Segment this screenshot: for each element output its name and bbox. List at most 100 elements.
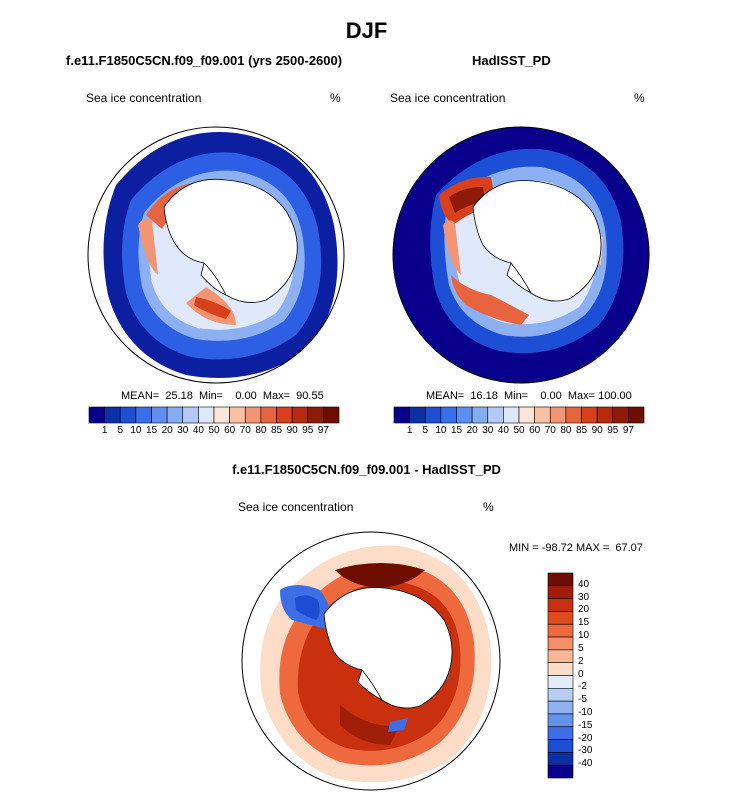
- diff-stats: MIN = -98.72 MAX = 67.07: [509, 542, 643, 554]
- colorbar-tick-label: 2: [578, 655, 584, 667]
- colorbar-swatch: [547, 713, 574, 728]
- obs-panel-title: HadISST_PD: [472, 53, 551, 68]
- colorbar-swatch: [456, 406, 473, 424]
- colorbar-tick-label: 60: [224, 425, 236, 436]
- model-variable-label: Sea ice concentration: [86, 91, 202, 105]
- colorbar-tick-label: 70: [544, 425, 556, 436]
- colorbar-swatch: [596, 406, 614, 424]
- model-sea-ice-field: [103, 132, 338, 378]
- colorbar-swatch: [503, 406, 520, 424]
- colorbar-swatch: [547, 700, 574, 715]
- colorbar-tick-label: 85: [270, 425, 283, 436]
- model-stats: MEAN= 25.18 Min= 0.00 Max= 90.55: [121, 390, 324, 402]
- diff-panel-title: f.e11.F1850C5CN.f09_f09.001 - HadISST_PD: [232, 462, 501, 477]
- colorbar-swatch: [547, 585, 574, 599]
- diff-units-label: %: [483, 500, 494, 514]
- colorbar-swatch: [166, 406, 184, 424]
- colorbar-swatch: [104, 406, 121, 424]
- colorbar-swatch: [547, 611, 574, 625]
- colorbar-tick-label: -40: [578, 758, 593, 770]
- colorbar-swatch: [547, 675, 574, 689]
- model-map: [87, 126, 345, 384]
- colorbar-tick-label: 15: [145, 425, 158, 436]
- colorbar-swatch: [547, 726, 574, 740]
- colorbar-tick-label: 20: [161, 425, 173, 436]
- colorbar-swatch: [393, 406, 410, 424]
- obs-variable-label: Sea ice concentration: [390, 91, 506, 105]
- colorbar-tick-label: 90: [591, 425, 603, 436]
- colorbar-tick-label: 15: [578, 617, 590, 629]
- colorbar-tick-label: 20: [466, 425, 478, 436]
- colorbar-swatch: [518, 406, 535, 424]
- colorbar-tick-label: 80: [255, 425, 267, 436]
- colorbar-swatch: [547, 572, 574, 587]
- colorbar-tick-label: 40: [192, 425, 204, 436]
- colorbar-tick-label: 5: [578, 642, 584, 654]
- colorbar-swatch: [151, 406, 168, 424]
- colorbar-tick-label: -30: [578, 745, 593, 757]
- colorbar-tick-label: -20: [578, 732, 593, 744]
- obs-sea-ice-field: [430, 148, 624, 354]
- colorbar-swatch: [244, 406, 262, 424]
- model-units-label: %: [330, 91, 341, 105]
- colorbar-tick-label: 1: [406, 425, 413, 436]
- colorbar-tick-label: 30: [578, 591, 590, 603]
- diff-map: [241, 531, 501, 791]
- colorbar-tick-label: 10: [435, 425, 447, 436]
- model-panel-title: f.e11.F1850C5CN.f09_f09.001 (yrs 2500-26…: [66, 53, 343, 68]
- colorbar-tick-label: 10: [130, 425, 142, 436]
- colorbar-swatch: [565, 406, 582, 424]
- obs-colorbar-labels: 1 5 10 15 20 30 40 50 60 70 80 85 90 95 97: [394, 425, 644, 439]
- colorbar-swatch: [424, 406, 442, 424]
- colorbar-swatch: [549, 406, 567, 424]
- colorbar-swatch: [547, 623, 574, 638]
- colorbar-tick-label: 5: [117, 425, 124, 436]
- colorbar-tick-label: 1: [101, 425, 108, 436]
- diff-colorbar: [547, 572, 574, 779]
- colorbar-swatch: [409, 406, 426, 424]
- colorbar-swatch: [612, 406, 629, 424]
- colorbar-tick-label: 97: [317, 425, 329, 436]
- colorbar-tick-label: 10: [578, 630, 590, 642]
- colorbar-tick-label: 15: [450, 425, 463, 436]
- colorbar-tick-label: 50: [513, 425, 525, 436]
- obs-stats: MEAN= 16.18 Min= 0.00 Max= 100.00: [426, 390, 632, 402]
- obs-map: [392, 126, 650, 384]
- colorbar-tick-label: -2: [578, 681, 587, 693]
- colorbar-swatch: [547, 598, 574, 612]
- colorbar-swatch: [323, 406, 340, 424]
- colorbar-swatch: [88, 406, 105, 424]
- obs-colorbar: [393, 406, 645, 424]
- figure-title: DJF: [345, 18, 388, 43]
- colorbar-tick-label: 40: [497, 425, 509, 436]
- model-colorbar-labels: 1 5 10 15 20 30 40 50 60 70 80 85 90 95 97: [89, 425, 339, 439]
- colorbar-swatch: [260, 406, 277, 424]
- colorbar-swatch: [581, 406, 598, 424]
- colorbar-tick-label: 30: [177, 425, 189, 436]
- colorbar-swatch: [307, 406, 324, 424]
- colorbar-tick-label: 20: [578, 604, 590, 616]
- colorbar-swatch: [119, 406, 137, 424]
- colorbar-tick-label: 5: [422, 425, 429, 436]
- colorbar-swatch: [547, 739, 574, 753]
- colorbar-tick-label: -5: [578, 694, 587, 706]
- diff-sea-ice-field: [260, 545, 492, 783]
- model-colorbar: [88, 406, 340, 424]
- colorbar-swatch: [547, 688, 574, 702]
- colorbar-swatch: [547, 636, 574, 651]
- colorbar-tick-label: -10: [578, 706, 593, 718]
- colorbar-swatch: [135, 406, 152, 424]
- colorbar-tick-label: 97: [622, 425, 634, 436]
- colorbar-tick-label: 30: [482, 425, 494, 436]
- colorbar-tick-label: 40: [578, 578, 590, 590]
- diff-variable-label: Sea ice concentration: [238, 500, 354, 514]
- colorbar-swatch: [291, 406, 309, 424]
- diff-colorbar-labels: 40 30 20 15 10 5 2 0 -2 -5 -10 -15 -20 -30 -40: [578, 573, 618, 778]
- colorbar-swatch: [547, 649, 574, 663]
- colorbar-swatch: [547, 752, 574, 766]
- colorbar-tick-label: 0: [578, 668, 584, 680]
- colorbar-tick-label: 85: [575, 425, 588, 436]
- colorbar-tick-label: 80: [560, 425, 572, 436]
- colorbar-swatch: [487, 406, 504, 424]
- colorbar-swatch: [198, 406, 215, 424]
